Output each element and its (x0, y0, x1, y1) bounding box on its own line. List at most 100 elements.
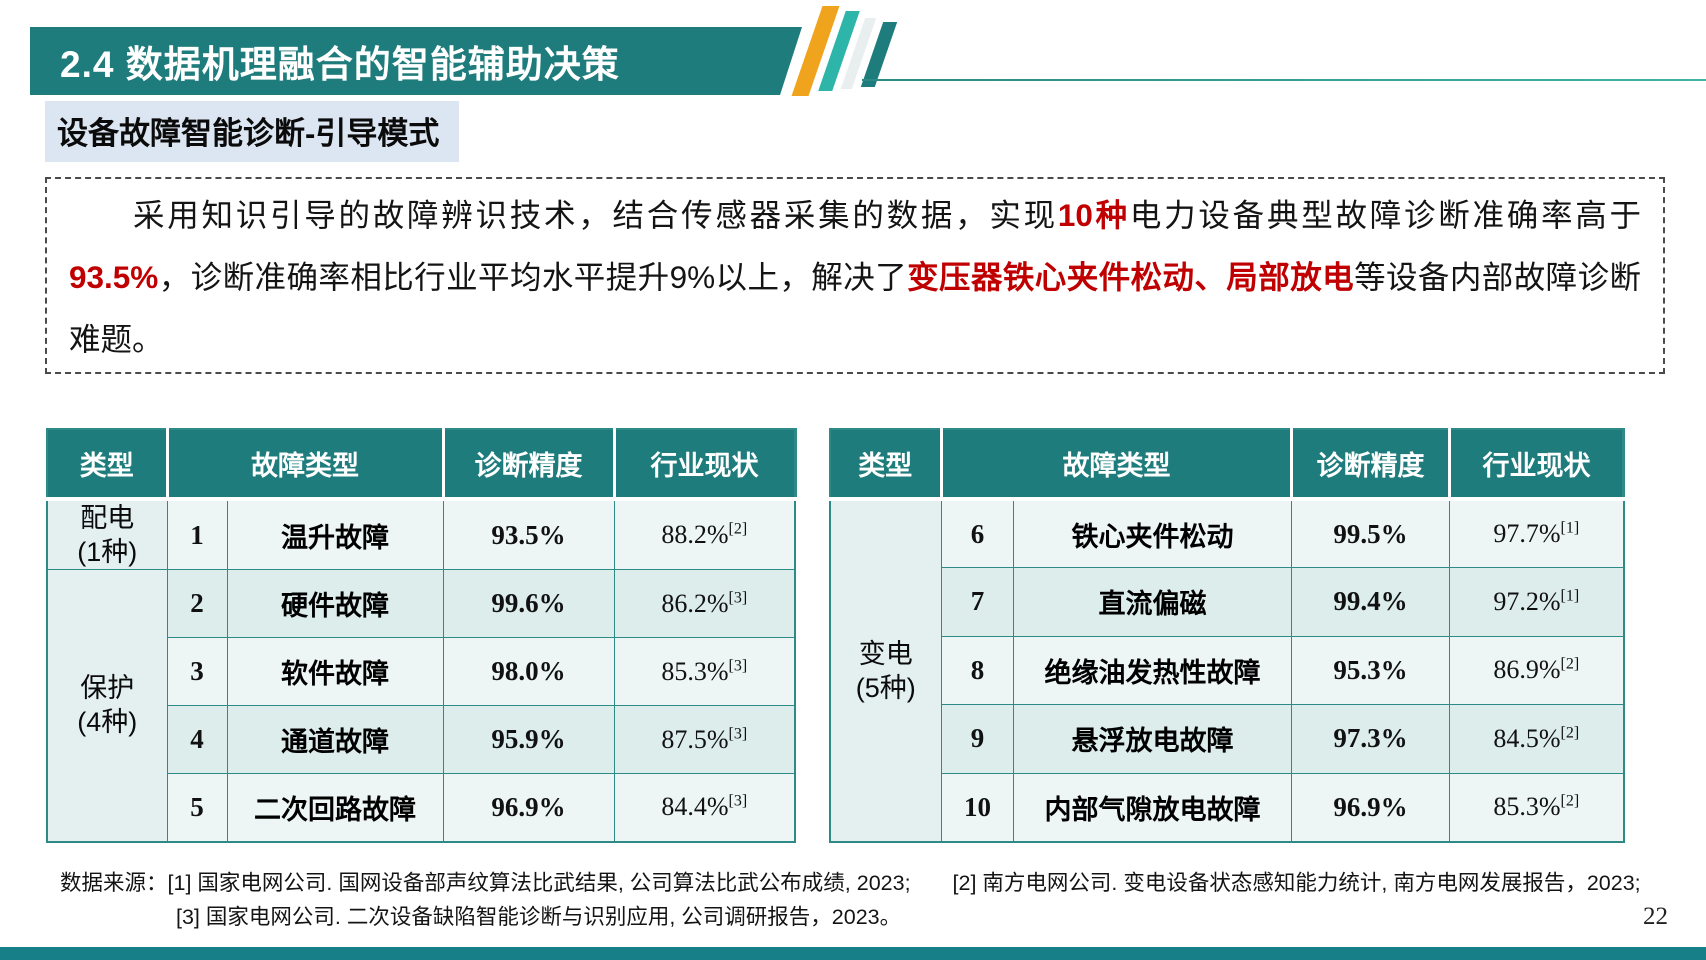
table-row: 9 悬浮放电故障 97.3% 84.5%[2] (830, 704, 1624, 774)
intro-dashed-box: 采用知识引导的故障辨识技术，结合传感器采集的数据，实现10种电力设备典型故障诊断… (45, 177, 1665, 374)
accuracy-value: 93.5% (442, 498, 615, 570)
table-header-row: 类型 故障类型 诊断精度 行业现状 (829, 429, 1625, 501)
industry-value: 88.2%[2] (613, 498, 796, 570)
accuracy-value: 99.6% (442, 569, 615, 638)
industry-ref: [2] (1560, 655, 1580, 673)
fault-name: 直流偏磁 (1013, 567, 1292, 637)
col-header-accuracy: 诊断精度 (443, 429, 616, 501)
fault-table-left: 类型 故障类型 诊断精度 行业现状 配电 (1种) 1 温升故障 93.5% 8… (46, 428, 797, 843)
industry-ref: [2] (728, 520, 748, 538)
type-group-cell: 保护 (4种) (46, 569, 168, 842)
row-number: 3 (166, 637, 228, 706)
data-sources: 数据来源： [1] 国家电网公司. 国网设备部声纹算法比武结果, 公司算法比武公… (60, 866, 1641, 934)
fault-name: 温升故障 (226, 498, 444, 570)
type-group-cell: 变电 (5种) (829, 498, 942, 842)
row-number: 5 (166, 773, 228, 842)
accuracy-value: 95.9% (442, 705, 615, 774)
industry-value: 85.3%[3] (613, 637, 796, 706)
bottom-accent-bar (0, 947, 1706, 960)
accuracy-value: 99.4% (1291, 567, 1450, 637)
fault-tables-region: 类型 故障类型 诊断精度 行业现状 配电 (1种) 1 温升故障 93.5% 8… (46, 428, 1625, 843)
row-number: 9 (941, 704, 1014, 774)
decorative-slashes (791, 6, 905, 98)
table-row: 7 直流偏磁 99.4% 97.2%[1] (830, 567, 1624, 637)
industry-value: 87.5%[3] (613, 705, 796, 774)
industry-ref: [1] (1560, 587, 1580, 605)
accuracy-value: 97.3% (1291, 704, 1450, 774)
industry-ref: [2] (1560, 792, 1580, 810)
row-number: 2 (166, 569, 228, 638)
col-header-accuracy: 诊断精度 (1291, 429, 1451, 501)
row-number: 7 (941, 567, 1014, 637)
industry-number: 85.3% (661, 656, 729, 686)
table-row: 8 绝缘油发热性故障 95.3% 86.9%[2] (830, 635, 1624, 705)
intro-highlight-faults: 变压器铁心夹件松动、局部放电 (907, 259, 1355, 295)
industry-ref: [3] (728, 724, 748, 742)
page-title: 2.4 数据机理融合的智能辅助决策 (60, 44, 620, 85)
col-header-fault: 故障类型 (167, 429, 445, 501)
industry-ref: [3] (728, 588, 748, 606)
intro-paragraph: 采用知识引导的故障辨识技术，结合传感器采集的数据，实现10种电力设备典型故障诊断… (69, 184, 1641, 370)
fault-name: 软件故障 (226, 637, 444, 706)
fault-name: 悬浮放电故障 (1013, 704, 1292, 774)
industry-number: 86.9% (1493, 655, 1561, 685)
header-bar: 2.4 数据机理融合的智能辅助决策 (30, 27, 802, 95)
type-group-cell: 配电 (1种) (46, 498, 168, 570)
data-source-ref-2: [2] 南方电网公司. 变电设备状态感知能力统计, 南方电网发展报告，2023; (952, 871, 1641, 895)
industry-number: 97.7% (1493, 519, 1561, 548)
table-row: 变电 (5种) 6 铁心夹件松动 99.5% 97.7%[1] (829, 498, 1624, 842)
fault-name: 通道故障 (226, 705, 444, 774)
intro-segment: 电力设备典型故障诊断准确率高于 (1129, 197, 1641, 233)
intro-segment: 等设备内部故障诊断难题。 (69, 259, 1641, 357)
intro-highlight-accuracy: 93.5% (69, 259, 159, 295)
industry-number: 97.2% (1493, 586, 1561, 616)
table-row: 5 二次回路故障 96.9% 84.4%[3] (47, 773, 796, 842)
row-number: 4 (166, 705, 228, 774)
table-row: 保护 (4种) 2 硬件故障 99.6% 86.2%[3] (46, 569, 796, 842)
accuracy-value: 99.5% (1291, 498, 1450, 568)
fault-table-right: 类型 故障类型 诊断精度 行业现状 变电 (5种) 6 铁心夹件松动 99.5%… (828, 428, 1625, 843)
fault-name: 内部气隙放电故障 (1013, 772, 1292, 842)
accuracy-value: 98.0% (442, 637, 615, 706)
table-row: 10 内部气隙放电故障 96.9% 85.3%[2] (830, 772, 1624, 842)
col-header-fault: 故障类型 (941, 429, 1293, 501)
col-header-industry: 行业现状 (1449, 429, 1625, 501)
fault-name: 硬件故障 (226, 569, 444, 638)
industry-value: 86.2%[3] (613, 569, 796, 638)
row-number: 10 (941, 772, 1014, 842)
table-row: 3 软件故障 98.0% 85.3%[3] (47, 637, 796, 706)
page-number: 22 (1643, 903, 1668, 930)
industry-ref: [3] (728, 656, 748, 674)
col-header-industry: 行业现状 (614, 429, 797, 501)
fault-name: 二次回路故障 (226, 773, 444, 842)
row-number: 8 (941, 635, 1014, 705)
data-source-ref-1: [1] 国家电网公司. 国网设备部声纹算法比武结果, 公司算法比武公布成绩, 2… (167, 871, 911, 895)
industry-value: 85.3%[2] (1449, 772, 1624, 842)
accuracy-value: 95.3% (1291, 635, 1450, 705)
industry-value: 97.2%[1] (1449, 567, 1624, 637)
accuracy-value: 96.9% (442, 773, 615, 842)
col-header-type: 类型 (829, 429, 943, 501)
data-source-line-2: [3] 国家电网公司. 二次设备缺陷智能诊断与识别应用, 公司调研报告，2023… (60, 900, 1641, 934)
intro-segment: 采用知识引导的故障辨识技术，结合传感器采集的数据，实现 (133, 197, 1058, 233)
industry-value: 97.7%[1] (1449, 498, 1624, 568)
industry-number: 88.2% (661, 520, 729, 549)
fault-name: 铁心夹件松动 (1013, 498, 1292, 568)
industry-ref: [3] (728, 792, 748, 810)
industry-number: 86.2% (661, 588, 729, 618)
intro-segment: ，诊断准确率相比行业平均水平提升9%以上，解决了 (158, 259, 908, 295)
industry-ref: [2] (1560, 724, 1580, 742)
table-row: 配电 (1种) 1 温升故障 93.5% 88.2%[2] (46, 498, 796, 570)
row-number: 1 (166, 498, 228, 570)
intro-highlight-count: 10种 (1057, 197, 1130, 233)
row-number: 6 (941, 498, 1014, 568)
industry-number: 87.5% (661, 724, 729, 754)
industry-number: 85.3% (1493, 792, 1561, 821)
industry-value: 86.9%[2] (1449, 635, 1624, 705)
industry-value: 84.4%[3] (613, 773, 796, 842)
industry-number: 84.4% (661, 792, 729, 822)
table-header-row: 类型 故障类型 诊断精度 行业现状 (47, 429, 797, 501)
industry-value: 84.5%[2] (1449, 704, 1624, 774)
table-row: 4 通道故障 95.9% 87.5%[3] (47, 705, 796, 774)
